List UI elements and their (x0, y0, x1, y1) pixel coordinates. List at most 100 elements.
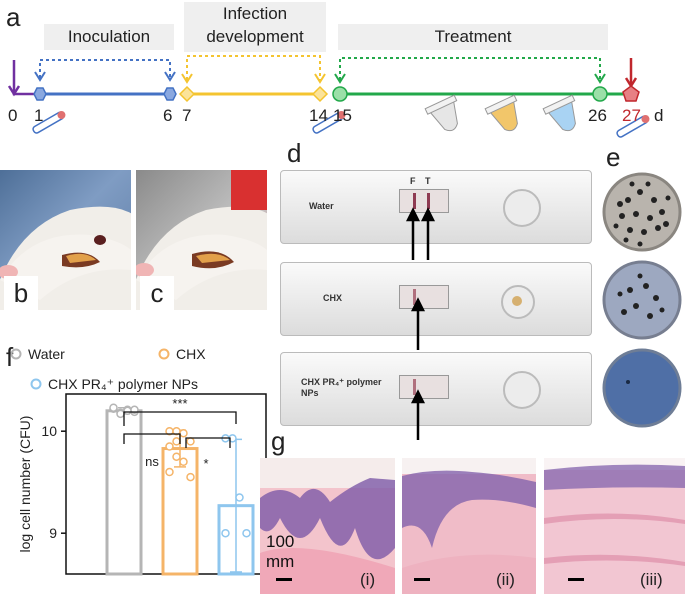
scale-bar (414, 578, 430, 581)
strip-window (399, 285, 449, 309)
sig-label: ns (145, 454, 159, 469)
strip-nps: CHX PR₄⁺ polymer NPs (280, 352, 592, 426)
swab-icon (32, 111, 66, 134)
histology-label-iii: (iii) (640, 570, 663, 589)
strip-window (399, 375, 449, 399)
plate-nps (602, 348, 682, 428)
histology-panel-ii: (ii) (402, 458, 536, 594)
tissue-illustration (544, 458, 685, 566)
tissue-illustration (260, 458, 395, 594)
day-label-15: 15 (333, 106, 352, 125)
scale-bar (568, 578, 584, 581)
data-point (235, 493, 244, 502)
data-point (221, 528, 230, 538)
legend-label: CHX (176, 346, 206, 362)
data-point (116, 409, 125, 419)
panel-label-c: c (140, 276, 174, 310)
strip-label-water: Water (309, 201, 334, 211)
bar-chart-cfu: Water CHX CHX PR₄⁺ polymer NPs 9 10 log cell … (10, 346, 267, 576)
panel-label-d: d (287, 138, 302, 168)
histology-label-i: (i) (360, 570, 376, 589)
sample-well (503, 371, 541, 409)
day-label-1: 1 (34, 106, 44, 125)
day-label-27: 27 (622, 106, 641, 125)
day-label-7: 7 (182, 106, 192, 125)
line-mark-t: T (425, 176, 431, 186)
panel-label-e: e (606, 142, 621, 172)
strip-window (399, 189, 449, 213)
phase-inoculation: Inoculation (44, 24, 174, 50)
day-label-14: 14 (309, 106, 328, 125)
infection-bracket (186, 55, 321, 80)
control-line (413, 193, 416, 209)
line-mark-f: F (410, 176, 416, 186)
legend-marker (158, 348, 170, 360)
bracket-water-chx (123, 433, 181, 444)
control-line (413, 289, 416, 305)
panel-label-f: f (6, 342, 14, 372)
data-point (179, 457, 188, 467)
scale-bar-label: 100 mm (266, 532, 295, 571)
day14-marker (311, 85, 329, 103)
bracket-chx-nps (185, 437, 231, 448)
phase-infection-text: Infection development (206, 4, 304, 46)
panel-label-a: a (6, 2, 21, 32)
strip-label-chx: CHX (323, 293, 343, 303)
data-point (186, 472, 195, 482)
sig-label: *** (172, 396, 187, 411)
swab-icon (312, 111, 346, 134)
legend-marker (10, 348, 22, 360)
data-point (165, 467, 174, 477)
strip-water: Water (280, 170, 592, 244)
panel-label-b: b (4, 276, 38, 310)
y-tick-label: 9 (49, 525, 57, 541)
data-point (172, 437, 181, 446)
tissue-illustration (402, 458, 536, 594)
day-label-26: 26 (588, 106, 607, 125)
data-point (186, 437, 195, 446)
y-tick-label: 10 (41, 423, 57, 439)
day-label-0: 0 (8, 106, 18, 125)
data-point (123, 406, 132, 416)
legend-marker (30, 378, 42, 390)
plate-chx (602, 260, 682, 340)
data-point (109, 403, 118, 412)
tube-icon-water (424, 94, 458, 132)
legend-label: Water (28, 346, 65, 362)
day26-marker (592, 86, 608, 102)
day27-marker (622, 85, 640, 102)
day1-marker (33, 87, 47, 101)
sig-label: * (203, 456, 208, 471)
day6-marker (163, 87, 177, 101)
data-point (165, 442, 174, 451)
histology-panel-iii: (iii) (544, 458, 685, 594)
inoculation-bracket (39, 59, 171, 78)
y-axis-label: log cell number (CFU) (17, 416, 33, 553)
data-point (172, 452, 181, 461)
plate-water (602, 172, 682, 252)
test-line (427, 193, 430, 209)
panel-label-g: g (271, 426, 286, 456)
sample-well (503, 189, 541, 227)
day-unit-label: d (654, 106, 664, 125)
agar-plates (602, 172, 682, 428)
legend-label: CHX PR₄⁺ polymer NPs (48, 376, 198, 392)
tube-icon-chx (484, 94, 518, 132)
phase-treatment: Treatment (338, 24, 608, 50)
sample-well (501, 285, 535, 319)
phase-infection-development: Infection development (184, 2, 326, 52)
histology-panel-i: 100 mm (i) (260, 458, 395, 594)
tube-icon-nps (542, 94, 576, 132)
treatment-bracket (339, 57, 601, 80)
histology-label-ii: (ii) (496, 570, 515, 589)
data-point (242, 528, 251, 538)
day7-marker (178, 85, 196, 103)
scale-bar (276, 578, 292, 581)
sample-dot (512, 296, 522, 306)
control-line (413, 379, 416, 395)
data-point (179, 428, 188, 438)
bracket-water-nps (123, 411, 237, 426)
day15-marker (332, 86, 348, 102)
swab-icon (616, 115, 650, 138)
